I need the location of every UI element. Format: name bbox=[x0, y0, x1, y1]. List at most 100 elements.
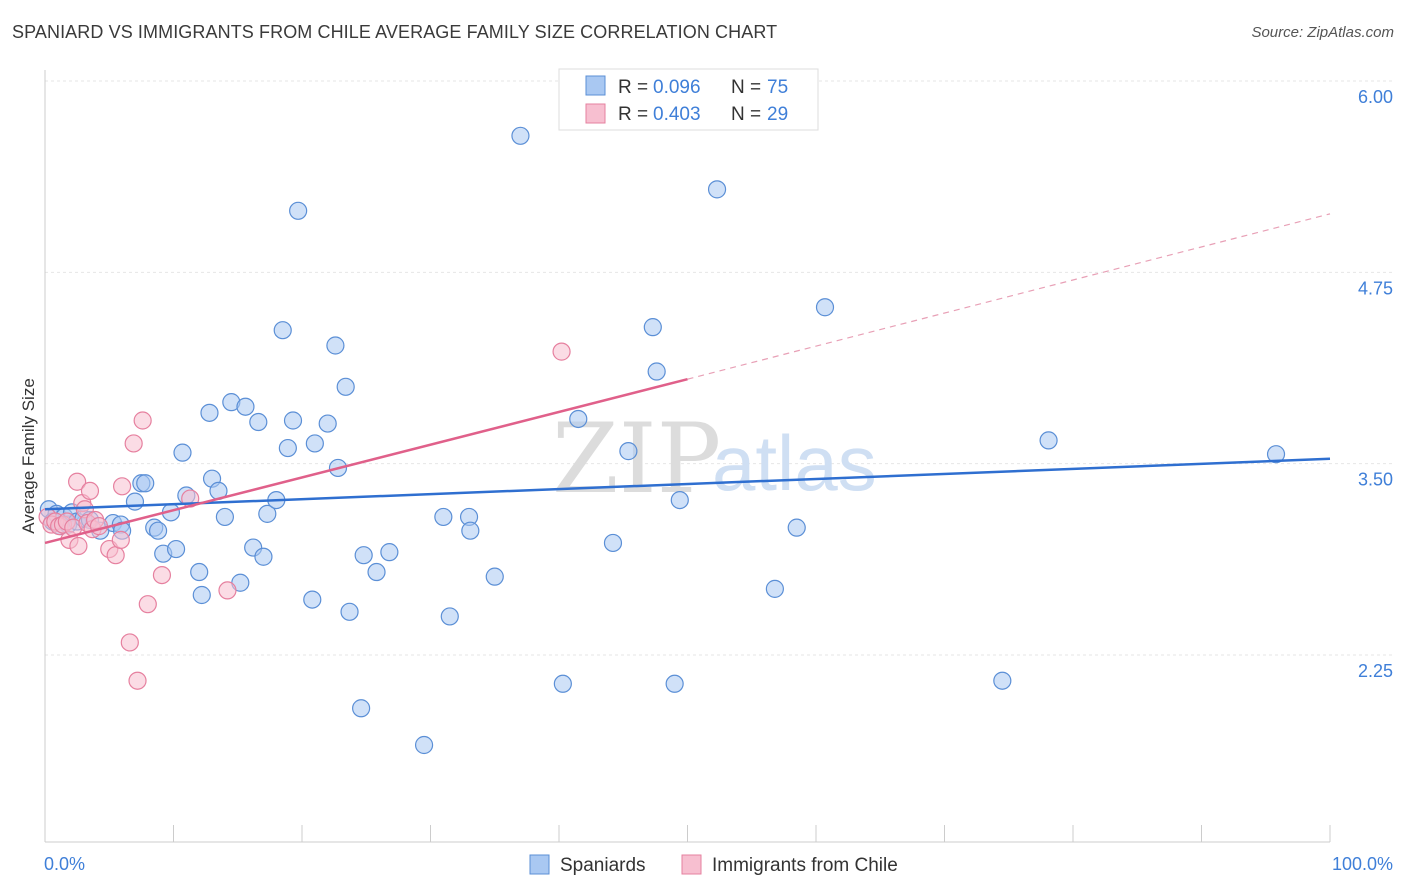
y-axis-label: Average Family Size bbox=[19, 378, 38, 534]
series-spaniards-points bbox=[39, 126, 1286, 755]
chile-point-20 bbox=[112, 477, 132, 496]
chile-point-19 bbox=[111, 530, 130, 549]
spaniards-point-41 bbox=[289, 201, 308, 220]
spaniards-point-26 bbox=[200, 403, 219, 422]
spaniards-point-61 bbox=[569, 409, 588, 429]
legend-r-label-2: R = bbox=[618, 104, 648, 125]
chile-point-21 bbox=[120, 633, 139, 652]
chile-point-24 bbox=[133, 411, 152, 430]
spaniards-point-73 bbox=[1039, 431, 1058, 450]
chile-point-23 bbox=[128, 671, 147, 690]
chile-point-13 bbox=[80, 481, 100, 501]
series-legend: Spaniards Immigrants from Chile bbox=[529, 854, 898, 876]
spaniards-point-58 bbox=[485, 567, 504, 586]
spaniards-point-72 bbox=[993, 671, 1012, 690]
spaniards-point-42 bbox=[303, 590, 322, 609]
correlation-legend: R = 0.096 N = 75 R = 0.403 N = 29 bbox=[558, 68, 819, 131]
legend-n-label-2: N = bbox=[731, 104, 761, 125]
source-label: Source: ZipAtlas.com bbox=[1251, 24, 1394, 41]
spaniards-point-52 bbox=[380, 543, 399, 562]
legend-swatch-chile bbox=[585, 103, 606, 124]
legend-n-value-2: 29 bbox=[767, 104, 788, 125]
spaniards-point-59 bbox=[511, 126, 530, 145]
chile-point-29 bbox=[552, 342, 571, 361]
chile-point-28 bbox=[218, 581, 237, 600]
spaniards-point-38 bbox=[273, 321, 292, 340]
spaniards-point-29 bbox=[215, 507, 234, 527]
spaniards-point-22 bbox=[173, 443, 192, 462]
spaniards-point-32 bbox=[236, 397, 255, 416]
spaniards-point-71 bbox=[815, 298, 835, 317]
y-tick-label-2: 4.75 bbox=[1358, 278, 1393, 298]
spaniards-point-60 bbox=[553, 674, 572, 693]
spaniards-point-63 bbox=[619, 442, 638, 461]
spaniards-point-35 bbox=[254, 547, 273, 566]
legend-swatch-spaniards-bottom bbox=[529, 854, 550, 875]
spaniards-point-70 bbox=[787, 518, 806, 537]
spaniards-point-50 bbox=[354, 546, 373, 565]
legend-label-chile: Immigrants from Chile bbox=[712, 855, 898, 876]
spaniards-point-68 bbox=[707, 180, 727, 199]
spaniards-point-21 bbox=[166, 539, 186, 559]
trend-line-chile-extension bbox=[687, 213, 1331, 380]
spaniards-point-40 bbox=[283, 411, 303, 430]
y-tick-label-3: 6.00 bbox=[1358, 87, 1393, 107]
legend-r-value-1: 0.096 bbox=[653, 77, 701, 98]
spaniards-point-16 bbox=[136, 474, 155, 493]
chile-point-22 bbox=[124, 434, 143, 453]
spaniards-point-43 bbox=[305, 434, 324, 453]
spaniards-point-74 bbox=[1266, 445, 1286, 464]
legend-swatch-chile-bottom bbox=[681, 854, 702, 875]
spaniards-point-34 bbox=[249, 412, 268, 432]
watermark-atlas: atlas bbox=[712, 419, 877, 507]
chart-title: SPANIARD VS IMMIGRANTS FROM CHILE AVERAG… bbox=[12, 22, 778, 42]
spaniards-point-57 bbox=[461, 521, 480, 540]
chile-point-18 bbox=[106, 546, 125, 565]
spaniards-point-64 bbox=[643, 318, 662, 337]
legend-swatch-spaniards bbox=[585, 75, 606, 96]
spaniards-point-25 bbox=[192, 585, 211, 605]
trend-line-chile bbox=[44, 377, 688, 545]
spaniards-point-49 bbox=[352, 699, 371, 718]
spaniards-point-47 bbox=[336, 377, 355, 396]
spaniards-point-14 bbox=[125, 492, 145, 511]
spaniards-point-48 bbox=[340, 602, 359, 621]
chile-point-25 bbox=[138, 595, 157, 614]
spaniards-point-18 bbox=[148, 521, 168, 540]
spaniards-point-54 bbox=[434, 507, 453, 527]
y-tick-labels: 2.25 3.50 4.75 6.00 bbox=[1358, 87, 1393, 681]
spaniards-point-66 bbox=[665, 674, 684, 693]
spaniards-point-53 bbox=[414, 735, 434, 755]
watermark: ZIP atlas bbox=[552, 403, 877, 515]
chile-point-26 bbox=[152, 565, 172, 585]
legend-n-value-1: 75 bbox=[767, 77, 788, 98]
x-tick-label-1: 100.0% bbox=[1332, 854, 1393, 874]
legend-n-label-1: N = bbox=[731, 77, 761, 98]
trend-lines bbox=[44, 213, 1331, 545]
grid-lines bbox=[45, 80, 1393, 656]
legend-r-label-1: R = bbox=[618, 77, 648, 98]
y-tick-label-1: 3.50 bbox=[1358, 470, 1393, 490]
legend-r-value-2: 0.403 bbox=[653, 104, 701, 125]
spaniards-point-67 bbox=[670, 490, 689, 510]
trend-line-spaniards bbox=[44, 457, 1331, 511]
spaniards-point-51 bbox=[367, 562, 386, 582]
spaniards-point-24 bbox=[190, 562, 209, 582]
legend-label-spaniards: Spaniards bbox=[560, 855, 646, 876]
spaniards-point-39 bbox=[278, 438, 297, 458]
spaniards-point-55 bbox=[440, 607, 459, 626]
spaniards-point-44 bbox=[318, 414, 337, 433]
spaniards-point-62 bbox=[603, 533, 623, 553]
chile-point-9 bbox=[69, 536, 88, 556]
x-tick-label-0: 0.0% bbox=[44, 854, 85, 874]
spaniards-point-65 bbox=[647, 362, 666, 381]
y-tick-label-0: 2.25 bbox=[1358, 661, 1393, 681]
spaniards-point-69 bbox=[765, 579, 784, 598]
spaniards-point-36 bbox=[258, 504, 277, 523]
chile-point-8 bbox=[68, 472, 87, 491]
x-tick-labels: 0.0% 100.0% bbox=[44, 854, 1393, 874]
axes bbox=[44, 70, 1331, 843]
spaniards-point-45 bbox=[326, 336, 345, 355]
chile-point-16 bbox=[89, 517, 109, 536]
